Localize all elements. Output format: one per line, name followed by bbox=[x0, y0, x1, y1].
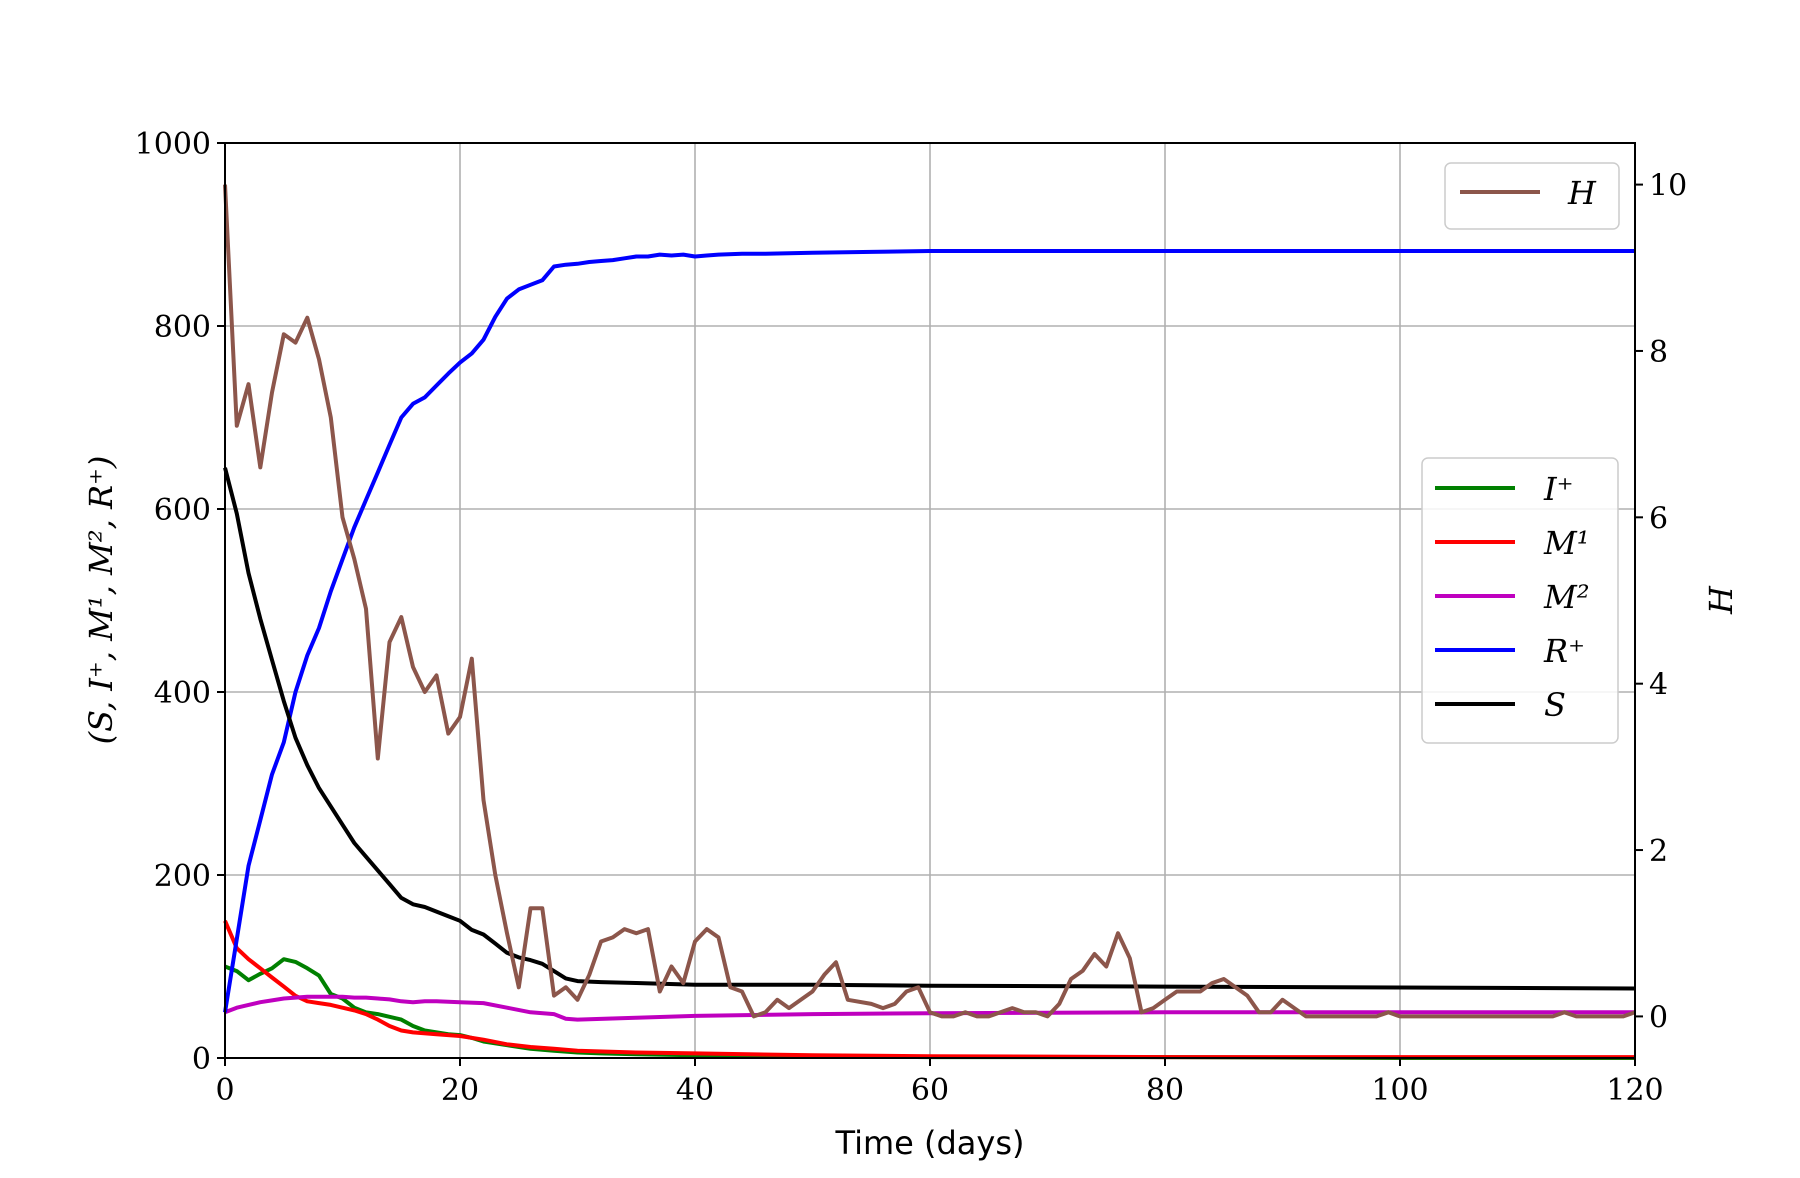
y-right-tick-label: 4 bbox=[1649, 668, 1668, 703]
x-tick-label: 80 bbox=[1146, 1073, 1184, 1108]
y-right-tick-label: 2 bbox=[1649, 834, 1668, 869]
legend-h: H bbox=[1444, 162, 1620, 230]
x-axis: 0 20 40 60 80 100 120 bbox=[215, 1058, 1664, 1108]
series-line-m1 bbox=[223, 920, 1635, 1060]
y-right-tick-label: 0 bbox=[1649, 1000, 1668, 1035]
series-line-s bbox=[223, 467, 1636, 991]
y-left-tick-label: 1000 bbox=[135, 127, 211, 162]
x-tick-label: 60 bbox=[911, 1073, 949, 1108]
legend-m1-label: M¹ bbox=[1543, 524, 1590, 562]
x-tick-label: 120 bbox=[1606, 1073, 1663, 1108]
legend-i-plus-label: I⁺ bbox=[1543, 470, 1574, 508]
y-right-tick-label: 6 bbox=[1649, 501, 1668, 536]
y-right-tick-label: 8 bbox=[1649, 335, 1668, 370]
legend-s-label: S bbox=[1544, 686, 1566, 724]
legend-h-label: H bbox=[1567, 174, 1597, 212]
x-tick-label: 100 bbox=[1371, 1073, 1428, 1108]
legend-m2-label: M² bbox=[1543, 578, 1590, 616]
x-tick-label: 0 bbox=[215, 1073, 234, 1108]
x-tick-label: 40 bbox=[676, 1073, 714, 1108]
y-axis-right-title: H bbox=[1702, 585, 1740, 615]
y-axis-left: 0 200 400 600 800 1000 bbox=[135, 127, 225, 1077]
series-line-m2 bbox=[224, 994, 1635, 1022]
y-left-tick-label: 600 bbox=[154, 493, 211, 528]
x-axis-title: Time (days) bbox=[835, 1124, 1025, 1162]
x-tick-label: 20 bbox=[441, 1073, 479, 1108]
y-axis-left-title: (S, I⁺, M¹, M², R⁺) bbox=[82, 456, 120, 745]
y-right-tick-label: 10 bbox=[1649, 169, 1687, 204]
plot-area bbox=[223, 184, 1636, 1060]
y-left-tick-label: 0 bbox=[192, 1042, 211, 1077]
y-axis-right: 0 2 4 6 8 10 bbox=[1635, 169, 1687, 1035]
legend-r-plus-label: R⁺ bbox=[1543, 632, 1585, 670]
legend-compartments: I⁺ M¹ M² R⁺ S bbox=[1421, 457, 1619, 744]
series-line-h bbox=[223, 184, 1636, 1019]
y-left-tick-label: 800 bbox=[154, 310, 211, 345]
y-left-tick-label: 400 bbox=[154, 676, 211, 711]
series-line-r-plus bbox=[223, 249, 1635, 1013]
y-left-tick-label: 200 bbox=[154, 859, 211, 894]
